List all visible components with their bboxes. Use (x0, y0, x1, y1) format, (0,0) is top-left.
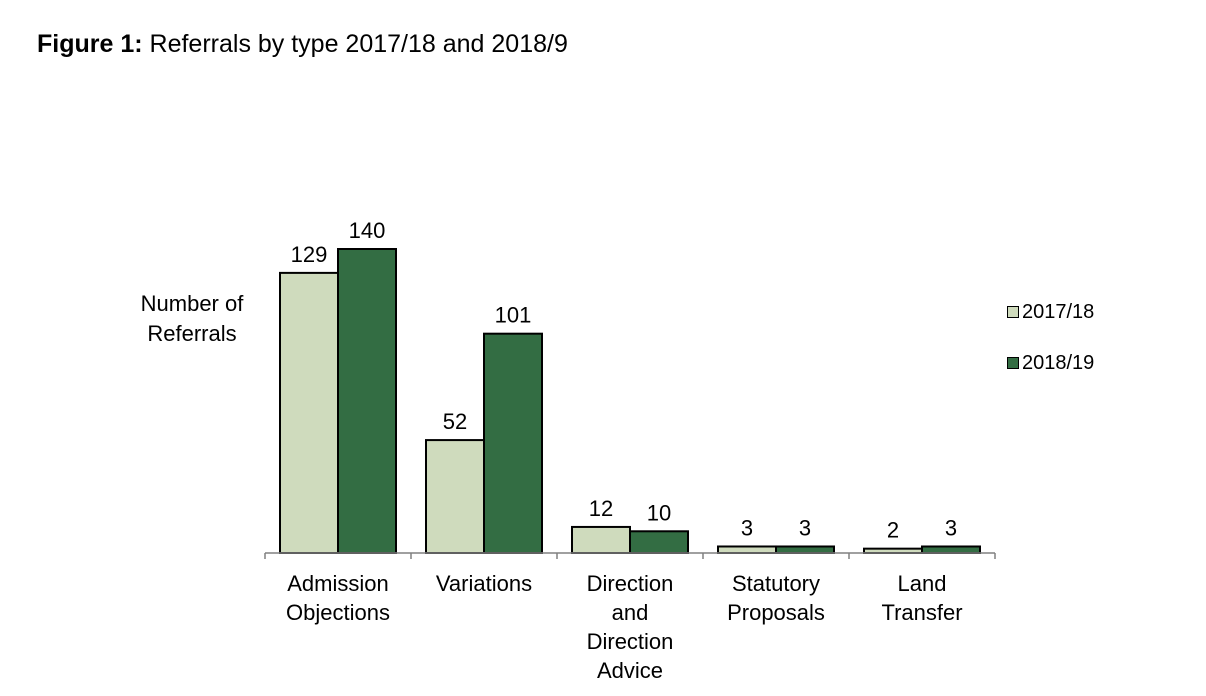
bar-2018-19 (921, 545, 981, 555)
x-tick-label: Variations (436, 571, 532, 596)
x-tick-label: Admission (287, 571, 388, 596)
legend-label-2018-19: 2018/19 (1022, 351, 1095, 374)
legend-item-2017-18: 2017/18 (1007, 298, 1094, 326)
y-axis-label-line-2: Referrals (147, 321, 237, 346)
data-label: 52 (443, 409, 467, 434)
legend-swatch-2018-19 (1007, 357, 1019, 369)
x-tick-label: Land (898, 571, 947, 596)
bar-2018-19 (483, 332, 543, 554)
bar-2017-18 (717, 545, 777, 555)
y-axis-label-line-1: Number of (140, 291, 244, 316)
data-label: 2 (887, 518, 899, 543)
bar-2018-19 (337, 248, 397, 554)
data-label: 3 (799, 515, 811, 540)
x-tick-label: Direction (587, 629, 674, 654)
x-tick-label: Proposals (727, 600, 825, 625)
legend-item-2018-19: 2018/19 (1007, 349, 1094, 377)
data-label: 101 (495, 303, 532, 328)
data-label: 12 (589, 496, 613, 521)
legend-swatch-2017-18 (1007, 306, 1019, 318)
x-tick-label: Objections (286, 600, 390, 625)
figure-label: Figure 1: (37, 30, 143, 58)
legend: 2017/18 2018/19 (1007, 298, 1094, 400)
bar-2017-18 (571, 525, 631, 555)
data-label: 129 (291, 242, 328, 267)
x-tick-label: Transfer (881, 600, 962, 625)
data-label: 3 (945, 515, 957, 540)
data-label: 140 (349, 218, 386, 243)
bar-2018-19 (775, 545, 835, 555)
legend-label-2017-18: 2017/18 (1022, 300, 1095, 323)
bar-2018-19 (629, 530, 689, 554)
figure-caption: Referrals by type 2017/18 and 2018/9 (142, 30, 568, 58)
figure-title: Figure 1: Referrals by type 2017/18 and … (37, 30, 568, 59)
data-label: 3 (741, 515, 753, 540)
x-tick-label: Statutory (732, 571, 820, 596)
x-tick-label: and (612, 600, 649, 625)
x-tick-label: Direction (587, 571, 674, 596)
bar-2017-18 (425, 439, 485, 555)
bar-2017-18 (279, 271, 339, 554)
x-tick-label: Advice (597, 658, 663, 683)
y-axis-label: Number of Referrals (112, 289, 272, 349)
data-label: 10 (647, 500, 671, 525)
